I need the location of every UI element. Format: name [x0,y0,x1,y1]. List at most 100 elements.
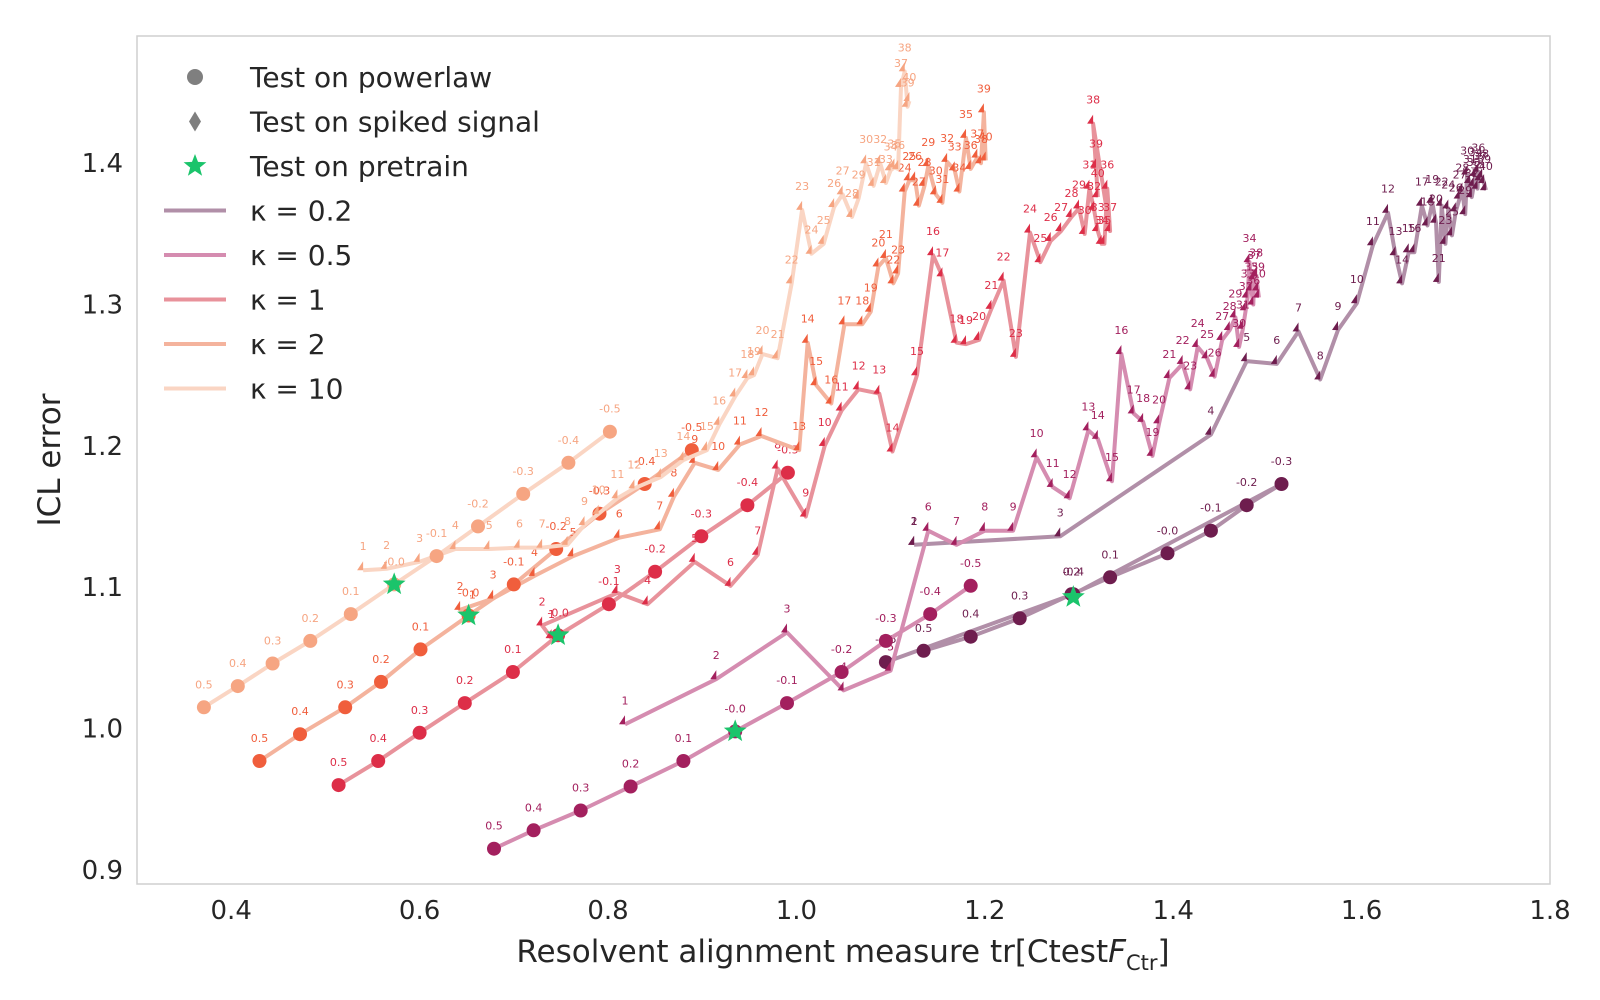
spiked-point-label: 24 [1191,317,1205,330]
powerlaw-point-label: -0.1 [598,575,619,588]
spiked-point-label: 12 [1381,183,1395,196]
spiked-point-label: 33 [948,140,962,153]
spiked-point-label: 26 [1044,211,1058,224]
spiked-point-label: 23 [891,243,905,256]
spiked-point-label: 40 [1091,167,1105,180]
spiked-point-label: 23 [1183,359,1197,372]
spiked-point [909,171,916,181]
spiked-point [1382,203,1389,213]
spiked-point-label: 31 [1463,153,1477,166]
spiked-point-label: 2 [383,539,390,552]
powerlaw-point [505,665,520,679]
x-tick-label: 1.0 [776,896,817,926]
spiked-point-label: 32 [940,132,954,145]
spiked-point [1208,367,1215,377]
spiked-point-label: 26 [1208,347,1222,360]
powerlaw-point-label: 0.3 [336,678,354,691]
spiked-point-label: 22 [785,253,799,266]
spiked-point [1292,322,1299,332]
spiked-point-label: 38 [1086,94,1100,107]
spiked-point-label: 7 [1295,301,1302,314]
spiked-point [898,182,905,192]
spiked-point [836,185,843,195]
spiked-point [1078,224,1085,234]
spiked-point [1146,446,1153,456]
spiked-line [540,121,1113,640]
spiked-point-label: 37 [1103,201,1117,214]
spiked-point [641,595,648,605]
powerlaw-point [374,674,388,689]
spiked-point [898,62,905,72]
powerlaw-point-label: 0.1 [412,620,430,633]
powerlaw-point [293,727,307,742]
spiked-point [1098,234,1105,244]
spiked-point-label: 18 [855,294,869,307]
spiked-point-label: 28 [1065,187,1079,200]
spiked-point-label: 10 [818,416,832,429]
spiked-point [1479,181,1486,191]
spiked-point-label: 21 [1162,348,1176,361]
powerlaw-point-label: -0.2 [831,643,852,656]
legend-item: κ = 10 [164,373,343,406]
spiked-point-label: 40 [1252,268,1266,281]
spiked-point [1461,165,1468,175]
powerlaw-point-label: 0.3 [1011,589,1029,602]
legend-label: κ = 1 [250,284,326,317]
spiked-point-label: 9 [691,433,698,446]
powerlaw-point-label: -0.2 [1236,476,1257,489]
spiked-point-label: 29 [921,136,935,149]
powerlaw-point [506,577,521,592]
spiked-point [1236,319,1243,329]
spiked-point [1245,281,1252,291]
spiked-point [654,468,661,478]
spiked-point-label: 21 [771,328,785,341]
spiked-point [1176,354,1183,364]
spiked-point-label: 9 [1335,300,1342,313]
spiked-point [1239,301,1246,311]
spiked-point-label: 4 [452,519,459,532]
powerlaw-point [916,643,931,658]
legend-item: Test on pretrain [183,150,469,183]
spiked-point-label: 30 [859,133,873,146]
spiked-point [1270,354,1277,364]
spiked-point [1453,189,1460,199]
spiked-point-label: 21 [984,279,998,292]
spiked-point [852,189,859,199]
spiked-point [677,451,684,461]
spiked-point-label: 9 [802,487,809,500]
spiked-point-label: 40 [902,71,916,84]
plot-area [136,35,1551,885]
spiked-point-label: 9 [1010,501,1017,514]
spiked-point [1101,179,1108,189]
spiked-point-label: 40 [979,130,993,143]
spiked-point [771,349,778,359]
spiked-line [362,69,912,573]
spiked-point [927,246,934,256]
spiked-point [793,441,800,451]
spiked-point [801,333,808,343]
spiked-point [1007,521,1014,531]
spiked-point [611,583,618,593]
spiked-point-label: 2 [911,515,918,528]
spiked-point [879,248,886,258]
spiked-point [688,552,695,562]
spiked-point-label: 9 [581,495,588,508]
spiked-point-label: 1 [360,540,367,553]
spiked-point [888,158,895,168]
powerlaw-point-label: -0.3 [875,612,896,625]
spiked-point [912,196,919,206]
spiked-point-label: 40 [1479,160,1493,173]
spiked-point [578,516,585,526]
spiked-point-label: 36 [964,139,978,152]
spiked-point [997,271,1004,281]
spiked-point-label: 3 [490,569,497,582]
spiked-point [513,538,520,548]
spiked-point-label: 19 [959,314,973,327]
spiked-point-label: 3 [784,602,791,615]
spiked-point [884,161,891,171]
spiked-point-label: 37 [1247,249,1261,262]
spiked-point-label: 13 [654,447,668,460]
spiked-point [873,384,880,394]
powerlaw-point-label: -0.5 [681,421,702,434]
